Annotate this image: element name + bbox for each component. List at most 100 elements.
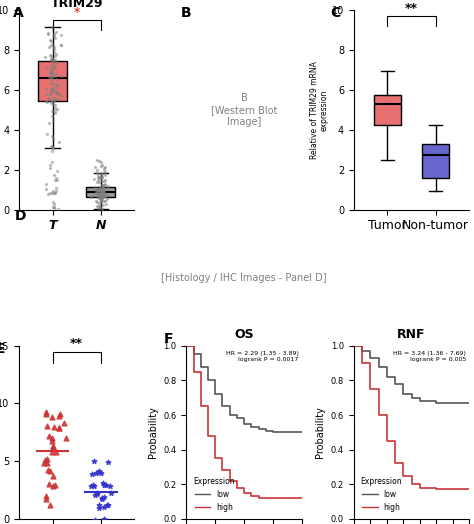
Point bbox=[50, 45, 58, 53]
Point bbox=[60, 419, 67, 428]
Point bbox=[97, 196, 104, 205]
Point bbox=[46, 467, 54, 476]
Point bbox=[100, 182, 107, 190]
Point bbox=[103, 501, 110, 509]
Title: OS: OS bbox=[234, 328, 254, 341]
Point bbox=[51, 101, 58, 109]
Point bbox=[96, 184, 103, 193]
Point bbox=[90, 457, 98, 465]
Point bbox=[42, 85, 50, 93]
Point bbox=[46, 42, 53, 51]
Point bbox=[93, 169, 101, 177]
Point bbox=[45, 479, 52, 488]
Point bbox=[98, 173, 106, 181]
Legend: low, high: low, high bbox=[190, 474, 238, 515]
Point bbox=[100, 196, 108, 205]
Point bbox=[101, 518, 109, 524]
Point bbox=[96, 185, 104, 193]
Point bbox=[95, 191, 102, 200]
Point bbox=[101, 168, 109, 177]
Point bbox=[94, 173, 102, 182]
Point bbox=[50, 29, 57, 38]
Point bbox=[48, 61, 56, 69]
Point bbox=[89, 190, 97, 198]
Point bbox=[99, 193, 106, 202]
Point bbox=[47, 69, 55, 77]
Point bbox=[53, 81, 60, 90]
Point bbox=[53, 105, 61, 113]
Point bbox=[95, 199, 103, 207]
Point bbox=[97, 158, 105, 167]
Text: B: B bbox=[181, 6, 191, 20]
Point bbox=[100, 185, 107, 194]
Point bbox=[102, 481, 110, 489]
Point bbox=[48, 141, 55, 150]
Point bbox=[93, 188, 100, 196]
Point bbox=[100, 478, 107, 487]
Point bbox=[50, 423, 58, 431]
Point bbox=[49, 442, 57, 450]
Point bbox=[49, 84, 57, 92]
Point bbox=[43, 422, 50, 430]
Point bbox=[91, 516, 99, 524]
Point bbox=[48, 158, 56, 167]
Point bbox=[42, 495, 50, 503]
Point bbox=[101, 192, 109, 200]
Point bbox=[101, 176, 109, 184]
Point bbox=[50, 188, 57, 196]
Point bbox=[54, 94, 61, 103]
Point bbox=[95, 186, 102, 194]
Point bbox=[47, 41, 55, 49]
Point bbox=[54, 90, 62, 98]
Point bbox=[55, 80, 62, 89]
Point bbox=[49, 116, 57, 124]
Point bbox=[101, 193, 109, 201]
Point bbox=[99, 189, 106, 198]
Text: **: ** bbox=[405, 3, 418, 15]
Point bbox=[53, 448, 60, 456]
Point bbox=[50, 204, 58, 212]
Point bbox=[97, 185, 105, 194]
Point bbox=[106, 482, 113, 490]
Point bbox=[48, 413, 55, 421]
Point bbox=[99, 182, 107, 191]
Point bbox=[51, 189, 58, 198]
Point bbox=[96, 186, 104, 194]
Point bbox=[99, 173, 106, 181]
Point bbox=[100, 515, 108, 523]
Point bbox=[97, 174, 104, 182]
Point bbox=[50, 93, 58, 102]
Point bbox=[50, 472, 57, 480]
Y-axis label: Relative of TRIM29 mRNA
expression: Relative of TRIM29 mRNA expression bbox=[310, 61, 329, 159]
Text: A: A bbox=[13, 6, 24, 20]
Point bbox=[89, 470, 96, 478]
Point bbox=[97, 198, 105, 206]
Text: *: * bbox=[73, 6, 80, 19]
Point bbox=[50, 94, 57, 102]
Point bbox=[50, 171, 58, 180]
Point bbox=[101, 181, 109, 189]
Point bbox=[99, 180, 107, 189]
Point bbox=[53, 89, 60, 97]
Point bbox=[42, 492, 50, 500]
Point bbox=[45, 190, 52, 199]
Point bbox=[53, 58, 60, 66]
Point bbox=[52, 70, 60, 79]
Point bbox=[100, 192, 108, 201]
Point bbox=[47, 72, 55, 81]
Point bbox=[94, 192, 102, 201]
Point bbox=[49, 112, 56, 120]
Point bbox=[46, 67, 54, 75]
Point bbox=[97, 193, 105, 202]
Point bbox=[94, 186, 102, 194]
Point bbox=[52, 104, 59, 112]
Point bbox=[52, 183, 60, 192]
Point bbox=[49, 96, 57, 105]
Point bbox=[100, 516, 108, 524]
Point bbox=[47, 79, 55, 87]
Y-axis label: Probability: Probability bbox=[148, 407, 158, 458]
Point bbox=[98, 193, 106, 202]
Point bbox=[97, 185, 104, 194]
Text: F: F bbox=[163, 332, 173, 346]
Point bbox=[51, 481, 58, 489]
